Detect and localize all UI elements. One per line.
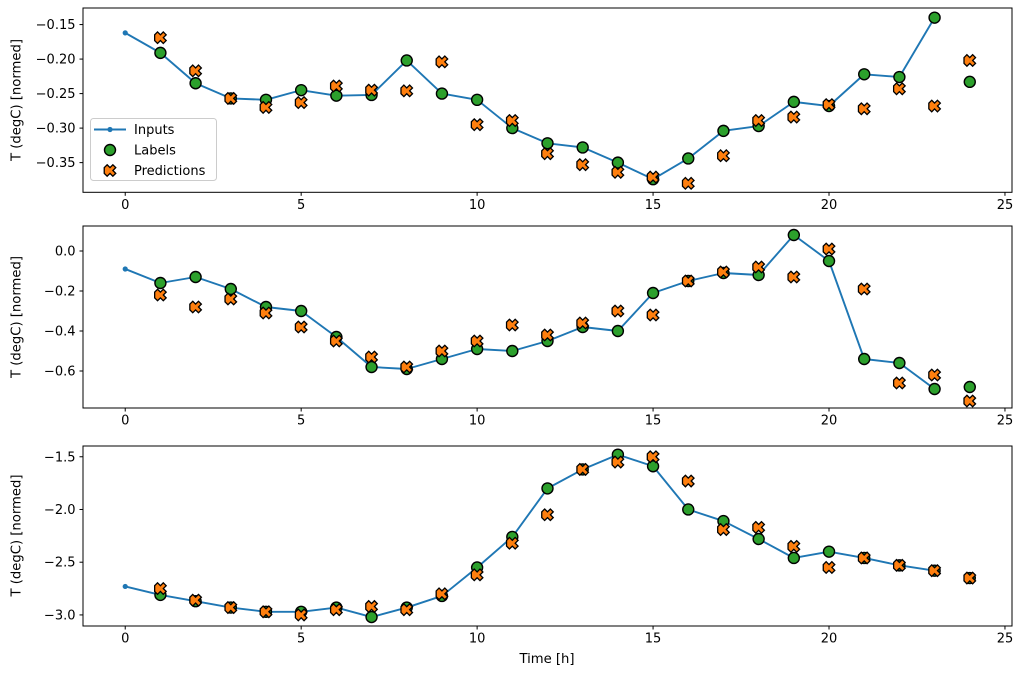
x-axis: 0 5 10 15 20 25 [121, 626, 1013, 647]
x-tick-label: 25 [997, 632, 1014, 647]
y-tick-label: −0.2 [44, 285, 76, 300]
x-tick-label: 25 [997, 198, 1014, 213]
x-tick-label: 15 [645, 632, 662, 647]
labels-markers [154, 448, 976, 624]
x-tick-label: 25 [997, 414, 1014, 429]
y-tick-label: 0.0 [55, 245, 76, 260]
y-axis: 0.0 −0.2 −0.4 −0.6 [44, 245, 83, 380]
legend-label-labels: Labels [134, 144, 176, 159]
predictions-markers [154, 30, 977, 191]
predictions-markers [154, 450, 977, 622]
legend-label-predictions: Predictions [134, 164, 206, 179]
x-axis: 0 5 10 15 20 25 [121, 192, 1013, 213]
y-tick-label: −0.25 [36, 87, 76, 102]
x-tick-label: 20 [821, 632, 838, 647]
labels-markers [154, 228, 976, 396]
y-tick-label: −3.0 [44, 608, 76, 623]
subplot-3: 0 5 10 15 20 25 −1.5 −2.0 −2.5 −3.0 [44, 445, 1013, 647]
legend-label-inputs: Inputs [134, 123, 175, 138]
x-tick-label: 0 [121, 632, 129, 647]
y-axis: −0.15 −0.20 −0.25 −0.30 −0.35 [36, 18, 83, 171]
inputs-line [122, 452, 938, 620]
x-axis: 0 5 10 15 20 25 [121, 408, 1013, 429]
legend-box [90, 118, 217, 181]
legend [90, 118, 217, 181]
x-tick-label: 10 [469, 414, 486, 429]
axes-spines [82, 7, 1013, 193]
x-tick-label: 0 [121, 198, 129, 213]
x-tick-label: 10 [469, 632, 486, 647]
y-tick-label: −0.35 [36, 156, 76, 171]
legend-handle-labels [103, 143, 117, 157]
x-tick-label: 5 [297, 632, 305, 647]
labels-markers [154, 11, 976, 186]
legend-handle-inputs [94, 126, 126, 133]
legend-handle-predictions [103, 163, 117, 178]
y-axis: −1.5 −2.0 −2.5 −3.0 [44, 450, 83, 623]
axes-spines [82, 445, 1013, 627]
subplot-2: 0 5 10 15 20 25 0.0 −0.2 −0.4 −0.6 [44, 225, 1013, 429]
inputs-line [122, 232, 938, 392]
y-axis-title-1: T (degC) [normed] [10, 39, 25, 162]
x-tick-label: 15 [645, 198, 662, 213]
y-axis-title-3: T (degC) [normed] [10, 474, 25, 597]
x-tick-label: 20 [821, 198, 838, 213]
inputs-line [122, 15, 938, 182]
y-tick-label: −0.30 [36, 122, 76, 137]
plots-root: 0 5 10 15 20 25−0.15−0.20−0.25−0.30−0.350 5 10 1… [36, 7, 1013, 647]
y-tick-label: −0.20 [36, 53, 76, 68]
axes-spines [82, 225, 1013, 409]
y-tick-label: −0.15 [36, 18, 76, 33]
subplot-1: 0 5 10 15 20 25 −0.15 −0.20 −0.25 −0.30 −0.35 [36, 7, 1013, 213]
y-tick-label: −0.6 [44, 365, 76, 380]
x-tick-label: 5 [297, 198, 305, 213]
predictions-markers [154, 242, 977, 408]
x-tick-label: 20 [821, 414, 838, 429]
y-tick-label: −1.5 [44, 450, 76, 465]
x-tick-label: 15 [645, 414, 662, 429]
x-axis-title: Time [h] [518, 652, 574, 667]
y-tick-label: −2.5 [44, 556, 76, 571]
y-tick-label: −0.4 [44, 325, 76, 340]
x-tick-label: 0 [121, 414, 129, 429]
x-tick-label: 5 [297, 414, 305, 429]
y-tick-label: −2.0 [44, 503, 76, 518]
x-tick-label: 10 [469, 198, 486, 213]
y-axis-title-2: T (degC) [normed] [10, 256, 25, 379]
